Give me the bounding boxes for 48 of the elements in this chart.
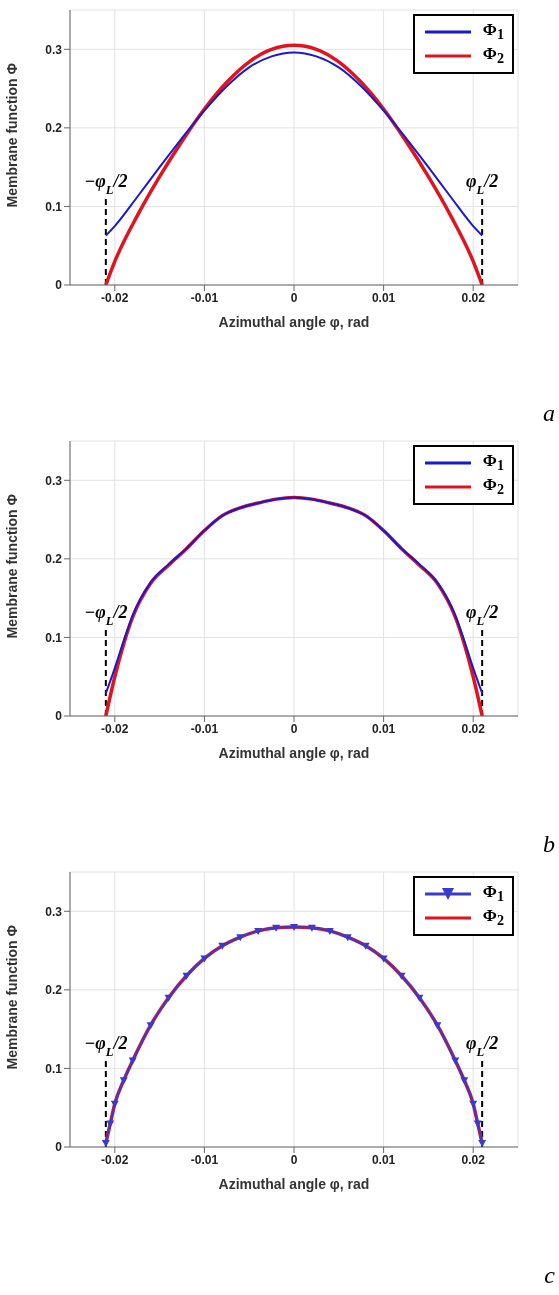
y-tick-label: 0.2 [45,983,63,998]
y-axis-title: Membrane function Φ [3,924,20,1070]
legend-label: Φ$_{2}$ [482,44,504,68]
legend-label: Φ$_{1}$ [482,20,504,44]
ref-line-label: φ$_{L}$/2 [466,1033,499,1059]
y-tick-label: 0 [55,1140,63,1155]
x-tick-label: -0.02 [101,290,129,305]
ref-line-label: −φ$_{L}$/2 [84,1033,128,1059]
y-tick-label: 0.2 [45,121,63,136]
legend-label: Φ$_{1}$ [482,451,504,475]
x-tick-label: -0.01 [190,1152,219,1167]
legend-label: Φ$_{1}$ [482,882,504,906]
ref-line-label: −φ$_{L}$/2 [84,171,128,197]
ref-line-label: φ$_{L}$/2 [466,171,499,197]
x-axis-title: Azimuthal angle φ, rad [218,1176,370,1192]
y-tick-label: 0.3 [45,904,63,919]
text: c [544,1262,555,1289]
text: b [543,831,555,858]
x-tick-label: 0.02 [461,290,486,305]
x-tick-label: 0.01 [371,290,396,305]
y-tick-label: 0.3 [45,473,63,488]
legend-label: Φ$_{2}$ [482,475,504,499]
x-tick-label: 0 [290,290,298,305]
x-axis-title: Azimuthal angle φ, rad [218,745,370,761]
y-axis-title: Membrane function Φ [3,62,20,208]
y-axis-title: Membrane function Φ [3,493,20,639]
y-tick-label: 0 [55,278,63,293]
y-tick-label: 0.1 [45,1061,63,1076]
x-tick-label: 0.01 [371,721,396,736]
ref-line-label: φ$_{L}$/2 [466,602,499,628]
y-tick-label: 0.3 [45,42,63,57]
x-tick-label: 0.01 [371,1152,396,1167]
x-tick-label: 0 [290,1152,298,1167]
ref-line-label: −φ$_{L}$/2 [84,602,128,628]
text: a [543,400,555,427]
x-tick-label: -0.02 [101,1152,129,1167]
legend-label: Φ$_{2}$ [482,906,504,930]
x-tick-label: -0.02 [101,721,129,736]
y-tick-label: 0.1 [45,199,63,214]
y-tick-label: 0.2 [45,552,63,567]
y-tick-label: 0 [55,709,63,724]
x-axis-title: Azimuthal angle φ, rad [218,314,370,330]
y-tick-label: 0.1 [45,630,63,645]
x-tick-label: -0.01 [190,290,219,305]
x-tick-label: 0 [290,721,298,736]
x-tick-label: 0.02 [461,1152,486,1167]
x-tick-label: 0.02 [461,721,486,736]
x-tick-label: -0.01 [190,721,219,736]
